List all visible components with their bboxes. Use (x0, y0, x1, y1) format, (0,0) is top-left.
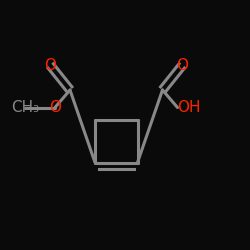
Text: CH₃: CH₃ (11, 100, 39, 115)
Text: O: O (44, 58, 56, 72)
Text: O: O (49, 100, 61, 115)
Text: OH: OH (178, 100, 201, 115)
Text: O: O (176, 58, 188, 72)
